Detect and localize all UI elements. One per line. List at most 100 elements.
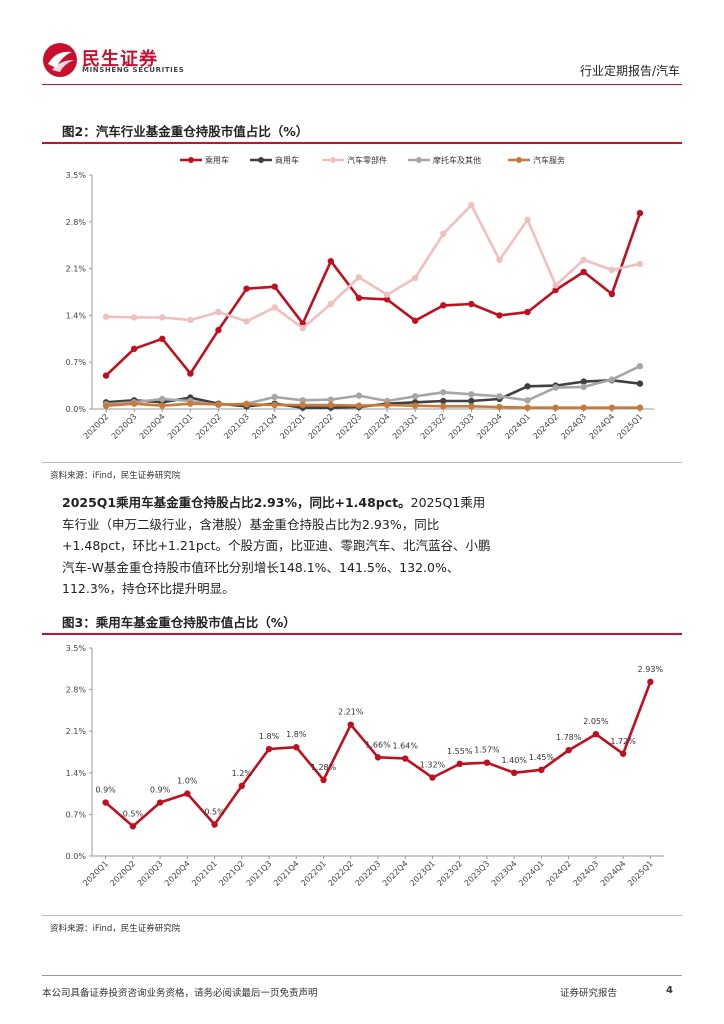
x-tick-label: 2021Q3 [245,859,274,888]
data-point [636,404,644,411]
analysis-paragraph: 2025Q1乘用车基金重仓持股占比2.93%，同比+1.48pct。2025Q1… [62,492,492,600]
x-tick-label: 2023Q3 [447,412,476,441]
x-tick-label: 2024Q2 [531,412,560,441]
data-label: 1.57% [474,746,500,755]
data-point [619,750,627,757]
data-point [293,744,300,751]
data-point [440,230,447,238]
data-point [215,326,222,334]
series-line [104,681,652,828]
data-point [327,300,335,308]
data-point [187,316,194,324]
x-tick-label: 2022Q2 [306,412,335,441]
x-tick-label: 2021Q2 [217,859,246,888]
data-point [320,776,327,784]
data-point [524,383,531,390]
figure3-top-rule [42,633,682,635]
data-point [524,308,531,316]
paragraph-lead: 2025Q1乘用车基金重仓持股占比2.93%，同比+1.48pct。 [62,495,411,510]
data-label: 2.93% [638,665,664,674]
data-point [159,314,166,321]
x-tick-label: 2021Q1 [166,412,195,441]
x-tick-label: 2020Q3 [110,412,139,441]
data-point [383,296,391,303]
x-tick-label: 2025Q1 [616,412,645,441]
data-point [383,291,391,298]
logo-mark-icon [43,43,77,77]
data-point [580,268,587,276]
data-point [636,380,644,387]
data-label: 2.05% [583,717,609,726]
y-tick-label: 2.1% [66,727,87,736]
data-point [636,209,644,217]
data-point [159,395,166,403]
x-tick-label: 2024Q3 [572,859,601,888]
legend-label: 摩托车及其他 [433,155,481,165]
y-tick-label: 0.7% [66,810,87,819]
footer-disclaimer: 本公司具备证券投资咨询业务资格，请务必阅读最后一页免责声明 [42,988,318,999]
x-tick-label: 2022Q1 [278,412,307,441]
data-point [327,401,335,409]
x-tick-label: 2020Q1 [81,859,110,888]
data-point [187,370,194,377]
x-tick-label: 2021Q4 [272,859,301,888]
data-point [271,393,278,401]
x-tick-label: 2021Q2 [194,412,223,441]
x-tick-label: 2023Q3 [463,859,492,888]
data-label: 1.8% [259,732,280,741]
data-point [355,392,363,399]
data-point [243,318,250,325]
x-tick-label: 2023Q2 [419,412,448,441]
series-line [105,402,640,410]
series-line [105,365,641,407]
data-point [524,397,531,404]
data-point [327,396,335,403]
x-tick-label: 2022Q4 [381,859,410,888]
x-tick-label: 2024Q4 [599,859,628,888]
x-tick-label: 2024Q2 [544,859,573,888]
y-tick-label: 2.8% [66,218,87,227]
data-point [243,285,250,292]
data-point [538,766,545,774]
data-point [580,383,587,391]
data-point [411,317,419,324]
y-tick-label: 0.0% [66,852,87,861]
legend-swatch-marker [416,157,422,163]
data-label: 1.40% [501,756,527,765]
data-point [187,400,194,407]
data-point [524,404,531,411]
data-point [159,402,166,409]
data-point [184,790,191,797]
data-label: 1.2% [232,769,253,778]
x-tick-label: 2021Q1 [190,859,219,888]
x-tick-label: 2024Q1 [503,412,532,441]
page-number: 4 [666,985,673,996]
data-label: 0.9% [150,786,171,795]
data-point [156,799,164,806]
data-point [592,730,600,738]
data-point [636,260,644,268]
data-point [468,300,475,308]
legend-label: 乘用车 [205,155,229,165]
legend-label: 商用车 [275,155,299,165]
x-tick-label: 2024Q4 [587,412,616,441]
legend-label: 汽车服务 [533,155,565,165]
data-point [383,401,391,409]
y-tick-label: 1.4% [66,769,87,778]
data-point [411,402,419,409]
x-tick-label: 2021Q3 [222,412,251,441]
data-point [299,324,306,332]
report-section: 行业定期报告/汽车 [579,64,680,78]
x-tick-label: 2020Q4 [138,412,167,441]
data-point [608,404,616,411]
data-point [299,401,306,409]
data-label: 0.9% [95,786,116,795]
data-point [374,754,382,761]
figure2-title: 图2：汽车行业基金重仓持股市值占比（%） [62,124,309,139]
data-label: 2.21% [338,708,364,717]
data-point [468,201,475,209]
header-divider [42,84,682,85]
data-point [130,400,138,407]
y-tick-label: 1.4% [66,311,87,320]
x-tick-label: 2022Q2 [326,859,355,888]
